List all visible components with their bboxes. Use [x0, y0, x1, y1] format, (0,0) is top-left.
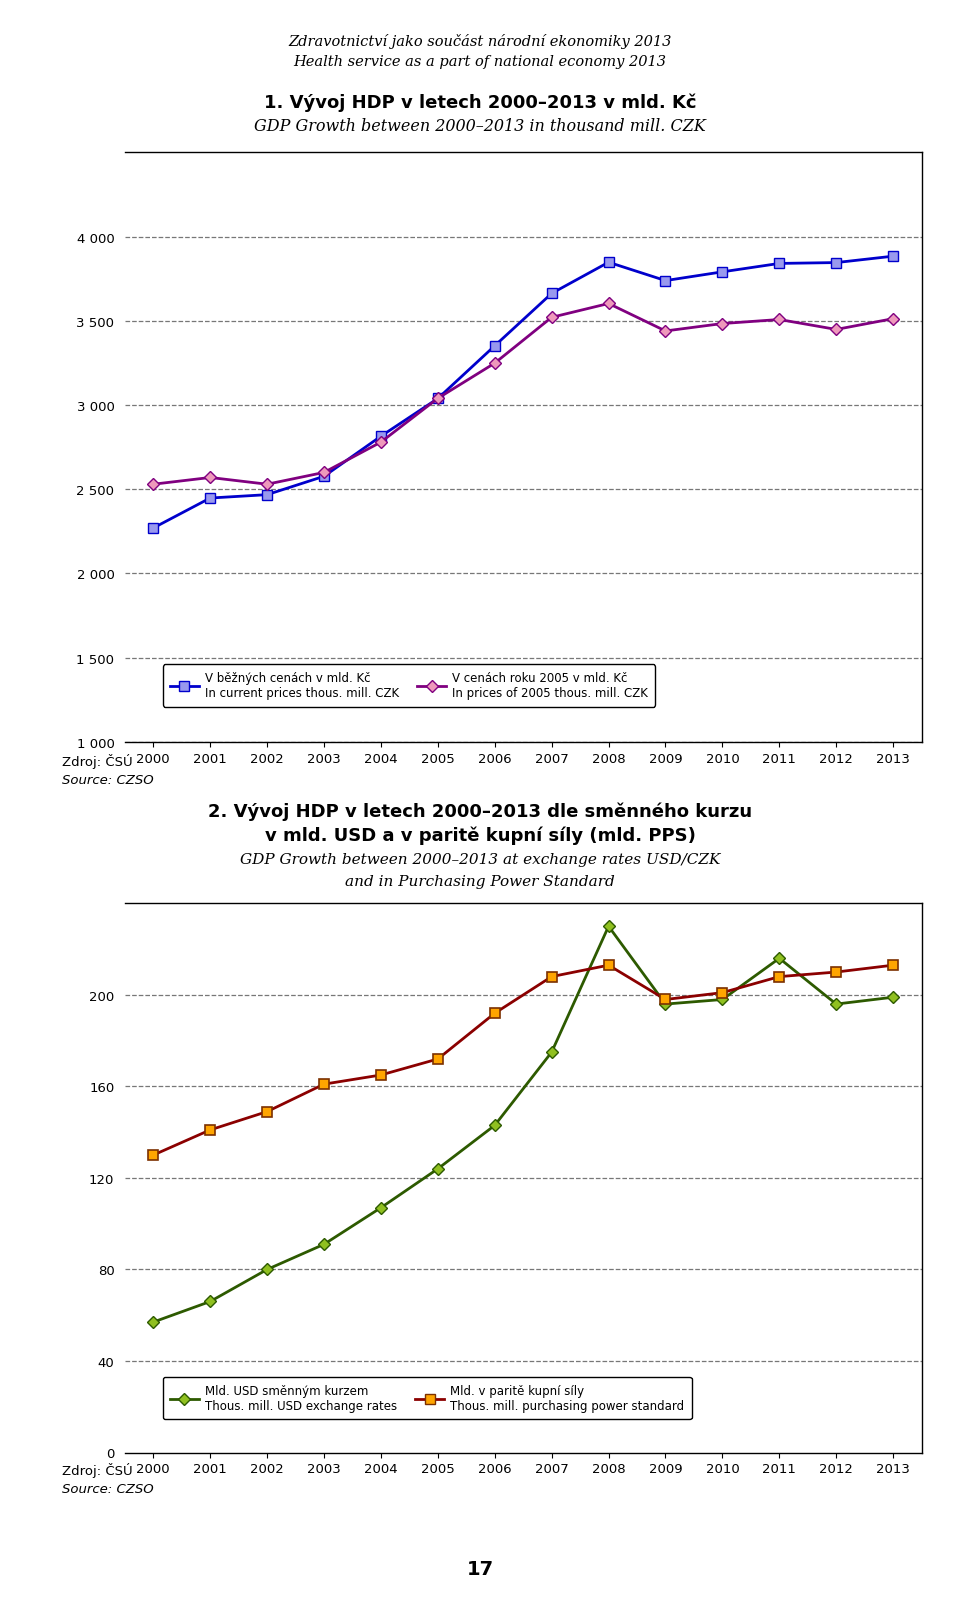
Legend: Mld. USD směnným kurzem
Thous. mill. USD exchange rates, Mld. v paritě kupní síl: Mld. USD směnným kurzem Thous. mill. USD…	[162, 1377, 691, 1419]
Text: Source: CZSO: Source: CZSO	[62, 773, 154, 786]
Legend: V běžných cenách v mld. Kč
In current prices thous. mill. CZK, V cenách roku 200: V běžných cenách v mld. Kč In current pr…	[162, 665, 656, 707]
Text: and in Purchasing Power Standard: and in Purchasing Power Standard	[346, 875, 614, 889]
Text: v mld. USD a v paritě kupní síly (mld. PPS): v mld. USD a v paritě kupní síly (mld. P…	[265, 826, 695, 844]
Text: Health service as a part of national economy 2013: Health service as a part of national eco…	[294, 55, 666, 69]
Text: GDP Growth between 2000–2013 in thousand mill. CZK: GDP Growth between 2000–2013 in thousand…	[254, 118, 706, 136]
Text: 17: 17	[467, 1559, 493, 1578]
Text: Zdravotnictví jako součást národní ekonomiky 2013: Zdravotnictví jako součást národní ekono…	[288, 34, 672, 48]
Text: Source: CZSO: Source: CZSO	[62, 1482, 154, 1495]
Text: 1. Vývoj HDP v letech 2000–2013 v mld. Kč: 1. Vývoj HDP v letech 2000–2013 v mld. K…	[264, 94, 696, 111]
Text: 2. Vývoj HDP v letech 2000–2013 dle směnného kurzu: 2. Vývoj HDP v letech 2000–2013 dle směn…	[208, 802, 752, 820]
Text: GDP Growth between 2000–2013 at exchange rates USD/CZK: GDP Growth between 2000–2013 at exchange…	[240, 852, 720, 867]
Text: Zdroj: ČSÚ: Zdroj: ČSÚ	[62, 754, 133, 768]
Text: Zdroj: ČSÚ: Zdroj: ČSÚ	[62, 1462, 133, 1477]
